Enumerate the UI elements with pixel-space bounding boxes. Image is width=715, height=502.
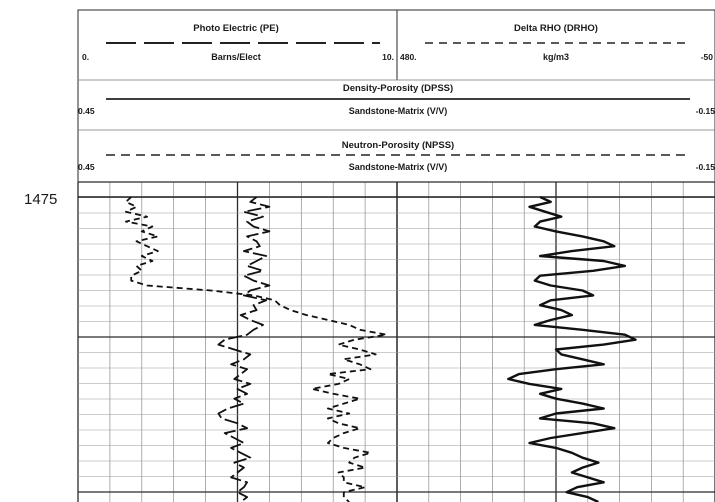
pe-unit: Barns/Elect <box>211 52 261 62</box>
pe-scale-max: 10. <box>382 52 394 62</box>
dpss-curve-title: Density-Porosity (DPSS) <box>343 83 453 94</box>
drho-scale-max: -50 <box>701 52 714 62</box>
dpss-scale-right: -0.15 <box>696 106 715 116</box>
pe-scale-min: 0. <box>82 52 89 62</box>
depth-label: 1475 <box>24 191 57 208</box>
log-curves <box>125 195 637 502</box>
drho-curve-title: Delta RHO (DRHO) <box>514 23 598 34</box>
npss-unit: Sandstone-Matrix (V/V) <box>349 162 448 172</box>
curve-npss <box>125 196 388 502</box>
log-header: Photo Electric (PE) 0. Barns/Elect 10. D… <box>77 9 715 183</box>
drho-scale-min: 480. <box>400 52 417 62</box>
dpss-unit: Sandstone-Matrix (V/V) <box>349 106 448 116</box>
npss-scale-left: 0.45 <box>78 162 95 172</box>
npss-curve-title: Neutron-Porosity (NPSS) <box>342 140 454 151</box>
curve-pe <box>217 196 271 502</box>
drho-unit: kg/m3 <box>543 52 569 62</box>
pe-curve-title: Photo Electric (PE) <box>193 23 279 34</box>
npss-scale-right: -0.15 <box>696 162 715 172</box>
curve-dpss <box>507 195 637 502</box>
dpss-scale-left: 0.45 <box>78 106 95 116</box>
